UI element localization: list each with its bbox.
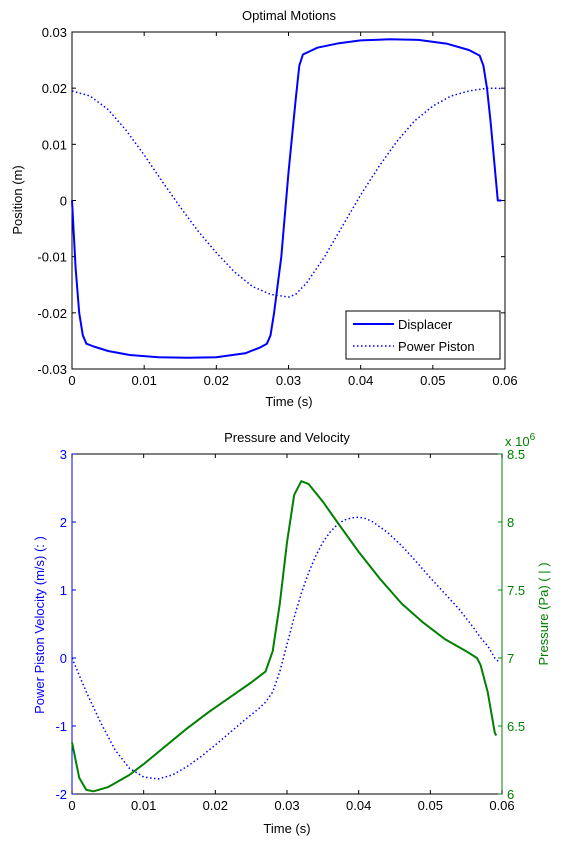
chart-0-x-tick-label: 0.06 [492, 373, 517, 388]
chart-0-x-axis-label: Time (s) [265, 394, 312, 409]
chart-0-series [71, 38, 502, 359]
chart-1-ticks: 0 0.01 0.02 0.03 0.04 0.05 0.06 -2 -1 0 1 2 3 6 6.5 7 7.… [55, 447, 525, 813]
chart-1-x-tick-label: 0 [68, 798, 75, 813]
chart-0-x-tick-label: 0 [68, 373, 75, 388]
chart-0-y-tick-label: -0.02 [37, 306, 67, 321]
chart-1-right-axis-multiplier: x 106 [505, 432, 536, 449]
chart-1-left-y-tick-label: 0 [60, 651, 67, 666]
chart-0-series-1-line [71, 87, 502, 298]
chart-0-y-tick-label: -0.03 [37, 362, 67, 377]
chart-0-y-tick-label: 0.03 [42, 25, 67, 40]
chart-0-x-tick-label: 0.01 [132, 373, 157, 388]
legend-label-power-piston: Power Piston [398, 339, 475, 354]
chart-0-y-tick-label: 0 [60, 194, 67, 209]
chart-0-y-tick-label: 0.02 [42, 81, 67, 96]
chart-1-x-tick-label: 0.03 [274, 798, 299, 813]
chart-1-right-y-tick-label: 8.5 [507, 447, 525, 462]
chart-1-series-0-line [71, 516, 499, 780]
chart-1-left-y-tick-label: -2 [55, 787, 67, 802]
chart-1-plot-frame [71, 453, 503, 795]
chart-1-right-y-tick-label: 6 [507, 787, 514, 802]
legend-box [345, 310, 501, 360]
chart-0-series-0-line [71, 38, 502, 359]
chart-1-left-axis-label: Power Piston Velocity (m/s) (: ) [32, 536, 47, 714]
chart-1-right-y-tick-label: 6.5 [507, 719, 525, 734]
chart-0-ticks: 0 0.01 0.02 0.03 0.04 0.05 0.06 -0.03 -0.02 -0.01… [37, 25, 517, 388]
chart-0-x-tick-label: 0.04 [348, 373, 373, 388]
pressure-velocity-chart: Pressure and Velocity 0 0.01 0.02 0.03 0.04 0… [32, 430, 551, 836]
chart-1-right-y-tick-label: 7.5 [507, 583, 525, 598]
chart-1-right-axis-label: Pressure (Pa) ( | ) [536, 562, 551, 665]
chart-1-x-tick-label: 0.02 [203, 798, 228, 813]
chart-0-y-axis-label: Position (m) [10, 165, 25, 234]
chart-1-series-1-line [71, 480, 498, 793]
chart-1-right-y-tick-label: 7 [507, 651, 514, 666]
chart-0-legend: Displacer Power Piston [345, 310, 501, 360]
chart-1-series [71, 480, 499, 793]
chart-0-x-tick-label: 0.02 [204, 373, 229, 388]
chart-1-x-tick-label: 0.05 [418, 798, 443, 813]
chart-0-y-tick-label: 0.01 [42, 137, 67, 152]
chart-0-x-tick-label: 0.03 [276, 373, 301, 388]
chart-0-x-tick-label: 0.05 [420, 373, 445, 388]
chart-0-y-tick-label: -0.01 [37, 250, 67, 265]
chart-1-x-tick-label: 0.04 [346, 798, 371, 813]
chart-1-x-tick-label: 0.06 [489, 798, 514, 813]
chart-1-left-y-tick-label: 2 [60, 515, 67, 530]
chart-1-right-y-tick-label: 8 [507, 515, 514, 530]
chart-0-title: Optimal Motions [242, 8, 336, 23]
chart-1-x-tick-label: 0.01 [131, 798, 156, 813]
optimal-motions-chart: Optimal Motions 0 0.01 0.02 0.03 0.04 0.05 0.0… [10, 8, 518, 409]
chart-1-title: Pressure and Velocity [224, 430, 350, 445]
chart-1-left-y-tick-label: 3 [60, 447, 67, 462]
chart-1-x-axis-label: Time (s) [263, 821, 310, 836]
chart-1-left-y-tick-label: 1 [60, 583, 67, 598]
chart-1-left-y-tick-label: -1 [55, 719, 67, 734]
legend-label-displacer: Displacer [398, 317, 453, 332]
